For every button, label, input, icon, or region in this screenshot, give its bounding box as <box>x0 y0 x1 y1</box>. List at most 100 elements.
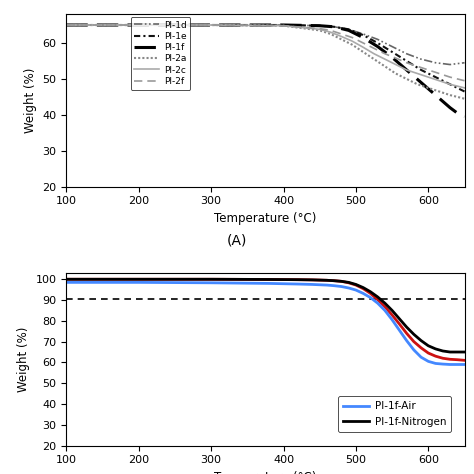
PI-2a <box>360 49 366 55</box>
PI-1f-Air <box>389 317 395 323</box>
PI-1f <box>375 44 381 49</box>
PI-2f <box>371 46 377 51</box>
PI-2c <box>447 82 453 87</box>
PI-1f-Nitrogen <box>382 301 388 306</box>
PI-2a <box>404 76 410 82</box>
PI-1f-Air <box>397 328 402 333</box>
PI-1f-Nitrogen <box>353 282 359 287</box>
PI-1d <box>360 31 366 37</box>
PI-1f <box>331 24 337 30</box>
PI-1f-Air <box>404 338 410 344</box>
PI-1f-Air <box>208 280 214 286</box>
Line: PI-1e: PI-1e <box>66 25 465 91</box>
PI-1e <box>64 22 69 28</box>
PI-2c <box>426 74 431 80</box>
PI-2a <box>382 64 388 69</box>
PI-1e <box>346 27 352 32</box>
Y-axis label: Weight (%): Weight (%) <box>17 327 30 392</box>
PI-2c <box>360 45 366 50</box>
PI-1d <box>433 60 438 65</box>
PI-1e <box>360 32 366 38</box>
PI-1f-Nitrogen <box>411 331 417 337</box>
PI-2c <box>349 38 355 44</box>
PI-1f <box>455 110 460 116</box>
PI-1f <box>281 22 286 28</box>
PI-1d <box>447 62 453 67</box>
PI-1d <box>375 36 381 42</box>
PI-2c <box>371 51 377 56</box>
PI-1f <box>418 80 424 85</box>
PI-2f <box>404 60 410 65</box>
PI-1f <box>404 67 410 73</box>
PI-2c <box>328 29 333 35</box>
PI-1f-Air <box>418 355 424 360</box>
X-axis label: Temperature (°C): Temperature (°C) <box>214 471 317 474</box>
Line: PI-2f: PI-2f <box>66 25 465 81</box>
PI-1f <box>360 35 366 40</box>
PI-1f-Nitrogen <box>404 324 410 330</box>
PI-1f-Air <box>447 362 453 367</box>
PI-1d <box>281 22 286 28</box>
PI-1f-Air <box>324 282 330 288</box>
PI-1f-Nitrogen <box>331 278 337 283</box>
PI-1f-Air <box>295 281 301 287</box>
PI-1d <box>64 22 69 28</box>
Y-axis label: Weight (%): Weight (%) <box>24 68 37 133</box>
PI-1f-Air <box>346 285 352 291</box>
PI-2f <box>393 55 399 61</box>
PI-1f-Nitrogen <box>367 289 373 294</box>
PI-2c <box>382 56 388 62</box>
PI-1e <box>375 40 381 46</box>
PI-2c <box>338 34 344 39</box>
PI-1d <box>331 24 337 30</box>
PI-2f <box>426 67 431 73</box>
PI-2f <box>462 78 467 83</box>
PI-2c <box>437 78 442 83</box>
PI-2a <box>426 85 431 91</box>
PI-2c <box>317 27 323 32</box>
PI-2c <box>462 85 467 91</box>
PI-1f <box>447 105 453 110</box>
PI-1e <box>389 49 395 55</box>
PI-1f-Nitrogen <box>346 280 352 285</box>
PI-2c <box>404 67 410 73</box>
PI-2f <box>338 31 344 37</box>
PI-1f-Nitrogen <box>136 276 142 282</box>
PI-2f <box>415 64 420 69</box>
PI-1f-Air <box>353 287 359 293</box>
PI-1f-Nitrogen <box>389 308 395 313</box>
PI-1e <box>136 22 142 28</box>
PI-2f <box>447 74 453 80</box>
PI-2a <box>338 36 344 42</box>
PI-1f-Air <box>375 301 381 306</box>
PI-2f <box>360 40 366 46</box>
PI-1f-Nitrogen <box>310 277 315 283</box>
PI-1d <box>346 27 352 32</box>
PI-2a <box>437 89 442 94</box>
PI-1f <box>136 22 142 28</box>
PI-1f-Air <box>64 280 69 285</box>
PI-1e <box>331 24 337 30</box>
PI-2a <box>208 22 214 28</box>
PI-1f-Nitrogen <box>397 316 402 321</box>
PI-1f-Air <box>367 295 373 301</box>
PI-2f <box>437 71 442 76</box>
PI-2f <box>136 22 142 28</box>
PI-2c <box>136 22 142 28</box>
PI-2f <box>328 27 333 33</box>
PI-1f-Air <box>310 282 315 287</box>
PI-1f-Nitrogen <box>418 338 424 344</box>
PI-1f-Air <box>462 362 467 367</box>
PI-2a <box>64 22 69 28</box>
PI-2a <box>447 92 453 98</box>
PI-2f <box>281 23 286 28</box>
PI-1e <box>317 23 323 28</box>
PI-1f <box>208 22 214 28</box>
PI-2a <box>393 71 399 76</box>
Line: PI-1f-Air: PI-1f-Air <box>66 283 465 365</box>
PI-1f <box>64 22 69 28</box>
PI-1e <box>404 58 410 64</box>
PI-1f-Nitrogen <box>208 276 214 282</box>
PI-1d <box>208 22 214 28</box>
PI-1f-Nitrogen <box>440 348 446 354</box>
